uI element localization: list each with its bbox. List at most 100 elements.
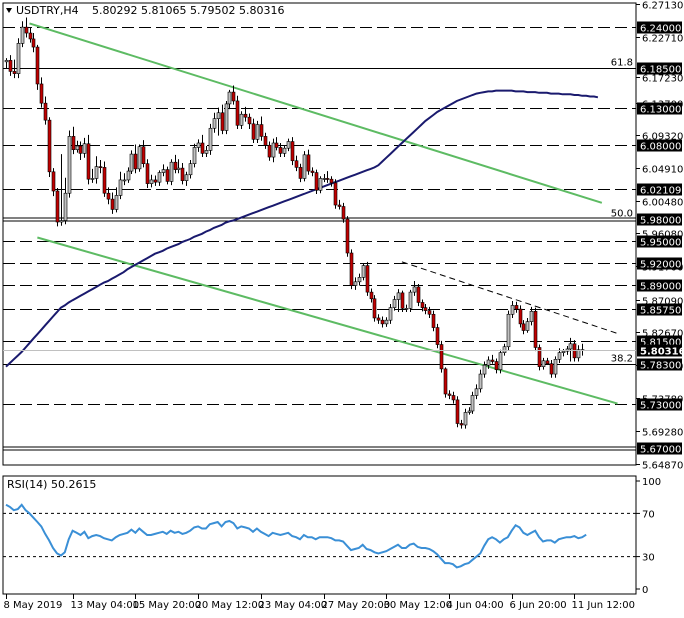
candle-body: [510, 305, 515, 315]
time-tick-label: 8 May 2019: [4, 600, 63, 611]
candle-body: [490, 359, 495, 362]
candle-body: [404, 308, 409, 310]
candle-body: [459, 423, 464, 426]
candle-body: [106, 192, 111, 200]
level-price-label: 6.24000: [640, 24, 681, 35]
candle-body: [204, 150, 209, 154]
candle-body: [369, 291, 374, 300]
trendlines: [29, 22, 618, 405]
candle-body: [506, 313, 511, 348]
level-price-tag: [637, 139, 682, 152]
rsi-axis: 100 70 30 0: [636, 477, 661, 596]
level-price-tag: [637, 213, 682, 226]
candle-body: [149, 179, 154, 184]
rsi-tick-label: 0: [642, 585, 648, 596]
candle-body: [251, 123, 256, 140]
level-price-tag: [637, 442, 682, 455]
candle-body: [31, 38, 36, 48]
candle-body: [239, 113, 244, 126]
candle-body: [502, 346, 507, 353]
candle-body: [231, 91, 236, 102]
candle-body: [525, 321, 530, 331]
horizontal-levels: [3, 27, 636, 451]
level-price-label: 5.89000: [640, 282, 681, 293]
level-price-tag: [637, 21, 682, 34]
candle-body: [75, 145, 80, 150]
candle-body: [549, 363, 554, 375]
candle-body: [365, 265, 370, 293]
candle-body: [392, 299, 397, 308]
candle-body: [220, 112, 225, 131]
candle-body: [443, 368, 448, 395]
level-price-label: 5.78300: [640, 361, 681, 372]
rsi-label: RSI(14) 50.2615: [7, 478, 96, 491]
candle-body: [521, 323, 526, 331]
candle-body: [561, 350, 566, 353]
symbol-label: USDTRY,H4: [16, 4, 79, 17]
candle-body: [51, 171, 56, 192]
moving-average: [5, 89, 599, 368]
candle-body: [423, 307, 428, 311]
candle-body: [208, 127, 213, 151]
level-labels: 6.24000 61.8 6.18500 6.13000 6.08000 6.02109 5…: [3, 21, 684, 456]
candle-body: [271, 142, 276, 158]
candle-body: [4, 60, 9, 63]
candle-body: [494, 361, 499, 370]
level-price-label: 5.85750: [640, 306, 681, 317]
candle-body: [557, 352, 562, 360]
candle-body: [126, 170, 131, 181]
candle-body: [455, 399, 460, 424]
collapse-triangle-icon[interactable]: [6, 8, 12, 13]
candle-body: [380, 319, 385, 325]
candle-body: [498, 352, 503, 370]
candle-body: [396, 292, 401, 300]
price-tick-label: 5.82670: [642, 329, 683, 340]
candle-body: [20, 26, 25, 44]
candle-body: [553, 358, 558, 375]
level-price-tag: [637, 303, 682, 316]
candle-body: [129, 153, 134, 172]
candle-body: [482, 364, 487, 375]
price-tick-label: 6.17230: [642, 74, 683, 85]
candle-body: [329, 178, 334, 184]
candle-body: [408, 291, 413, 309]
time-tick-label: 27 May 20:00: [322, 600, 391, 611]
candle-body: [8, 60, 13, 72]
candle-body: [122, 179, 127, 182]
level-price-label: 6.13000: [640, 105, 681, 116]
candle-body: [345, 218, 350, 254]
time-tick-label: 11 Jun 12:00: [572, 600, 636, 611]
rsi-tick-label: 70: [642, 509, 655, 520]
level-price-tag: [637, 102, 682, 115]
candle-body: [388, 307, 393, 321]
candle-body: [259, 124, 264, 137]
time-tick-label: 30 May 12:00: [384, 600, 453, 611]
level-price-label: 5.81500: [640, 338, 681, 349]
candle-body: [400, 292, 405, 309]
price-tick-label: 6.09320: [642, 132, 683, 143]
level-price-label: 5.98000: [640, 216, 681, 227]
candle-body: [267, 144, 272, 158]
candle-body: [416, 286, 421, 303]
candle-body: [24, 26, 29, 34]
candle-body: [290, 141, 295, 162]
candle-body: [518, 308, 523, 325]
candle-body: [282, 147, 287, 154]
price-tick-label: 6.04910: [642, 165, 683, 176]
candle-body: [94, 166, 99, 179]
candle-body: [153, 179, 158, 183]
candle-body: [176, 167, 181, 170]
candle-body: [63, 192, 68, 221]
rsi-pane-frame: [2, 475, 637, 595]
candle-body: [318, 178, 323, 191]
level-price-tag: [637, 235, 682, 248]
ma-line: [5, 89, 599, 368]
candle-body: [412, 286, 417, 293]
candle-body: [90, 178, 95, 180]
time-tick-label: 20 May 12:00: [196, 600, 265, 611]
candle-body: [302, 154, 307, 179]
candle-body: [451, 395, 456, 401]
time-tick-label: 23 May 04:00: [259, 600, 328, 611]
